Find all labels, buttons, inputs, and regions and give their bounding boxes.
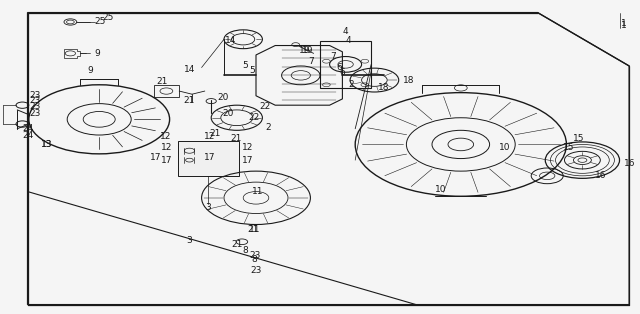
Text: 5: 5 — [242, 62, 248, 70]
Text: 12: 12 — [242, 143, 253, 152]
Text: 10: 10 — [435, 186, 447, 194]
Text: 11: 11 — [249, 225, 260, 234]
Text: 12: 12 — [204, 132, 215, 141]
Text: 6: 6 — [337, 63, 342, 72]
Text: 3: 3 — [186, 236, 191, 245]
Text: 21: 21 — [157, 77, 168, 86]
Text: 4: 4 — [346, 36, 351, 45]
Text: 24: 24 — [22, 124, 34, 133]
Text: 17: 17 — [204, 153, 215, 161]
Text: 21: 21 — [230, 134, 242, 143]
Text: 2: 2 — [266, 123, 271, 132]
Text: 2: 2 — [349, 80, 355, 89]
Text: 3: 3 — [205, 203, 211, 212]
Text: 7: 7 — [308, 57, 314, 66]
Text: 22: 22 — [248, 113, 260, 122]
Text: 18: 18 — [403, 76, 415, 84]
Text: 23: 23 — [29, 91, 40, 100]
Text: 8: 8 — [243, 246, 248, 255]
Text: 21: 21 — [209, 129, 221, 138]
Text: 25: 25 — [102, 13, 114, 22]
Text: 19: 19 — [302, 46, 314, 55]
Text: 10: 10 — [499, 143, 511, 152]
Text: 5: 5 — [250, 66, 255, 74]
Text: 20: 20 — [223, 109, 234, 117]
Text: 19: 19 — [299, 46, 310, 55]
Text: 16: 16 — [595, 171, 607, 180]
Text: 16: 16 — [624, 159, 636, 168]
Text: 9: 9 — [88, 66, 93, 75]
Text: 15: 15 — [573, 134, 585, 143]
Text: 4: 4 — [343, 27, 348, 36]
Polygon shape — [178, 141, 239, 176]
Text: 17: 17 — [150, 153, 161, 161]
Text: 22: 22 — [259, 102, 271, 111]
Text: 25: 25 — [95, 18, 106, 26]
Text: 17: 17 — [161, 156, 173, 165]
Text: 24: 24 — [22, 131, 34, 139]
Text: 15: 15 — [563, 143, 575, 152]
Text: 6: 6 — [339, 68, 345, 77]
Text: 17: 17 — [242, 156, 253, 165]
Text: 14: 14 — [225, 36, 237, 45]
Text: 23: 23 — [29, 109, 40, 117]
Polygon shape — [28, 13, 629, 305]
Text: 1: 1 — [621, 19, 627, 28]
Text: 23: 23 — [29, 102, 40, 111]
Text: 23: 23 — [250, 266, 262, 274]
Text: 8: 8 — [252, 255, 257, 263]
Text: 1: 1 — [621, 21, 627, 30]
Text: 21: 21 — [247, 225, 259, 234]
Text: 12: 12 — [161, 143, 173, 152]
Text: 12: 12 — [160, 132, 172, 141]
Text: 20: 20 — [218, 93, 229, 102]
Text: 21: 21 — [231, 241, 243, 249]
Text: 18: 18 — [378, 84, 389, 92]
Text: 23: 23 — [249, 252, 260, 260]
Text: 9: 9 — [95, 49, 100, 58]
Text: 21: 21 — [183, 96, 195, 105]
Text: 14: 14 — [184, 65, 195, 73]
Text: 13: 13 — [41, 140, 52, 149]
Text: 7: 7 — [330, 52, 336, 61]
Text: 13: 13 — [41, 140, 52, 149]
Text: 23: 23 — [29, 96, 40, 105]
Text: 11: 11 — [252, 187, 263, 196]
